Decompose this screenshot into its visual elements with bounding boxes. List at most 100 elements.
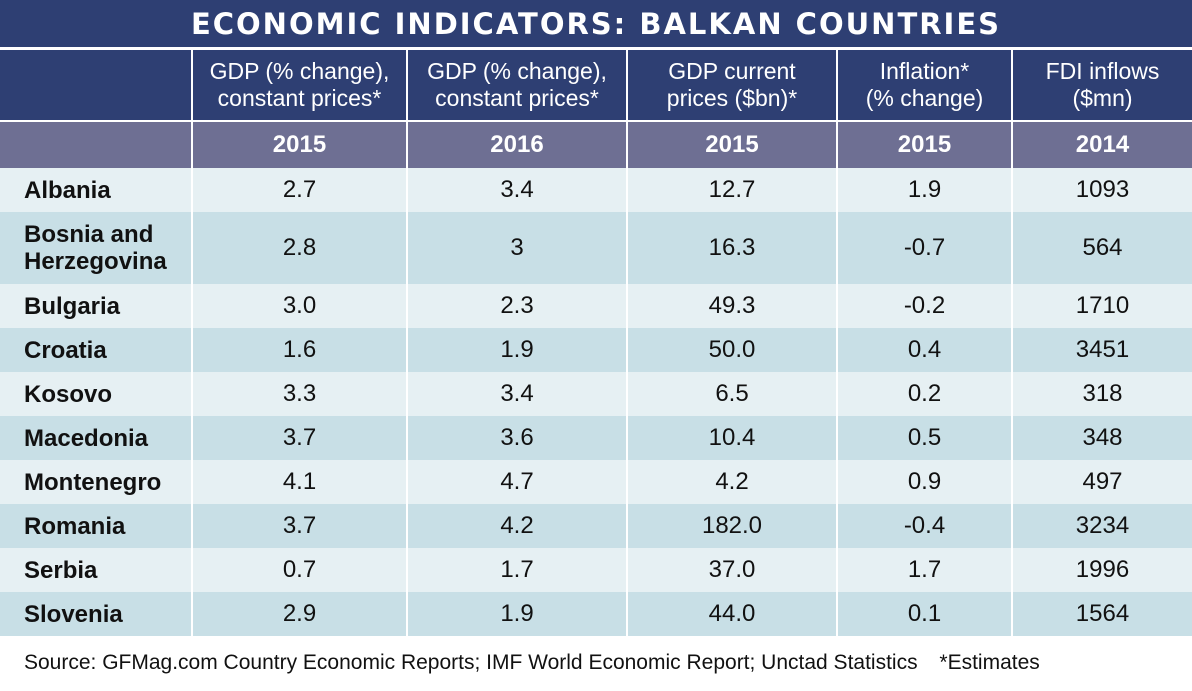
column-header-row: GDP (% change), constant prices* GDP (% … bbox=[0, 50, 1192, 121]
value-cell-fdi-inflows-2014: 1093 bbox=[1011, 168, 1192, 212]
value-cell-inflation-2015: -0.4 bbox=[836, 504, 1012, 548]
value-cell-fdi-inflows-2014: 348 bbox=[1011, 416, 1192, 460]
value-cell-gdp-constant-2015: 2.8 bbox=[191, 212, 407, 284]
value-cell-gdp-current-2015: 37.0 bbox=[626, 548, 837, 592]
country-cell: Albania bbox=[0, 168, 192, 212]
country-cell: Romania bbox=[0, 504, 192, 548]
value-cell-fdi-inflows-2014: 497 bbox=[1011, 460, 1192, 504]
column-header-gdp-constant-2015: GDP (% change), constant prices* bbox=[191, 50, 407, 121]
value-cell-gdp-current-2015: 49.3 bbox=[626, 284, 837, 328]
table-title: ECONOMIC INDICATORS: BALKAN COUNTRIES bbox=[0, 0, 1192, 47]
value-cell-gdp-constant-2015: 4.1 bbox=[191, 460, 407, 504]
country-name: Bosnia and bbox=[24, 221, 154, 248]
country-name: Bulgaria bbox=[24, 292, 121, 320]
value-cell-fdi-inflows-2014: 1564 bbox=[1011, 592, 1192, 636]
table-row: Montenegro 4.1 4.7 4.2 0.9 497 bbox=[0, 460, 1192, 504]
year-header: 2015 bbox=[836, 120, 1012, 168]
column-header-fdi: FDI inflows ($mn) bbox=[1011, 50, 1192, 121]
value-cell-gdp-constant-2016: 3 bbox=[406, 212, 627, 284]
table-body: Albania 2.7 3.4 12.7 1.9 1093 Bosnia and Herzeg… bbox=[0, 168, 1192, 636]
indicators-table: GDP (% change), constant prices* GDP (% … bbox=[0, 50, 1192, 636]
value-cell-inflation-2015: 0.2 bbox=[836, 372, 1012, 416]
column-header-gdp-current: GDP current prices ($bn)* bbox=[626, 50, 837, 121]
column-header-line: prices ($bn)* bbox=[666, 85, 798, 111]
value-cell-gdp-current-2015: 50.0 bbox=[626, 328, 837, 372]
year-header-country bbox=[0, 120, 192, 168]
year-header: 2015 bbox=[626, 120, 837, 168]
value-cell-gdp-constant-2015: 2.9 bbox=[191, 592, 407, 636]
column-header-gdp-constant-2016: GDP (% change), constant prices* bbox=[406, 50, 627, 121]
country-name: Slovenia bbox=[24, 600, 123, 628]
value-cell-gdp-constant-2016: 2.3 bbox=[406, 284, 627, 328]
value-cell-gdp-constant-2016: 4.2 bbox=[406, 504, 627, 548]
value-cell-gdp-current-2015: 4.2 bbox=[626, 460, 837, 504]
country-cell: Serbia bbox=[0, 548, 192, 592]
country-cell: Slovenia bbox=[0, 592, 192, 636]
country-cell: Macedonia bbox=[0, 416, 192, 460]
column-header-line: FDI inflows bbox=[1045, 58, 1160, 84]
table-row: Bulgaria 3.0 2.3 49.3 -0.2 1710 bbox=[0, 284, 1192, 328]
country-name: Montenegro bbox=[24, 468, 162, 496]
year-header: 2014 bbox=[1011, 120, 1192, 168]
value-cell-fdi-inflows-2014: 1710 bbox=[1011, 284, 1192, 328]
value-cell-gdp-current-2015: 182.0 bbox=[626, 504, 837, 548]
table-row: Kosovo 3.3 3.4 6.5 0.2 318 bbox=[0, 372, 1192, 416]
table-row: Serbia 0.7 1.7 37.0 1.7 1996 bbox=[0, 548, 1192, 592]
value-cell-gdp-constant-2015: 3.0 bbox=[191, 284, 407, 328]
value-cell-inflation-2015: 0.4 bbox=[836, 328, 1012, 372]
country-name: Romania bbox=[24, 512, 126, 540]
table-row: Macedonia 3.7 3.6 10.4 0.5 348 bbox=[0, 416, 1192, 460]
year-header-row: 2015 2016 2015 2015 2014 bbox=[0, 120, 1192, 168]
estimates-note: *Estimates bbox=[939, 651, 1040, 674]
value-cell-gdp-current-2015: 16.3 bbox=[626, 212, 837, 284]
value-cell-gdp-current-2015: 44.0 bbox=[626, 592, 837, 636]
country-name: Croatia bbox=[24, 336, 107, 364]
value-cell-gdp-constant-2016: 1.9 bbox=[406, 328, 627, 372]
column-header-line: constant prices* bbox=[435, 85, 599, 111]
value-cell-inflation-2015: 0.5 bbox=[836, 416, 1012, 460]
year-header: 2015 bbox=[191, 120, 407, 168]
column-header-country bbox=[0, 50, 192, 121]
country-cell: Croatia bbox=[0, 328, 192, 372]
value-cell-gdp-constant-2015: 0.7 bbox=[191, 548, 407, 592]
value-cell-inflation-2015: 1.9 bbox=[836, 168, 1012, 212]
table-row: Bosnia and Herzegovina 2.8 3 16.3 -0.7 564 bbox=[0, 212, 1192, 284]
value-cell-inflation-2015: -0.2 bbox=[836, 284, 1012, 328]
column-header-line: Inflation* bbox=[879, 58, 970, 84]
value-cell-gdp-constant-2015: 1.6 bbox=[191, 328, 407, 372]
source-text: Source: GFMag.com Country Economic Repor… bbox=[24, 651, 918, 674]
value-cell-gdp-constant-2016: 3.4 bbox=[406, 372, 627, 416]
value-cell-fdi-inflows-2014: 318 bbox=[1011, 372, 1192, 416]
value-cell-inflation-2015: 0.1 bbox=[836, 592, 1012, 636]
table-row: Slovenia 2.9 1.9 44.0 0.1 1564 bbox=[0, 592, 1192, 636]
country-name: Serbia bbox=[24, 556, 98, 584]
value-cell-inflation-2015: 0.9 bbox=[836, 460, 1012, 504]
value-cell-gdp-constant-2015: 3.7 bbox=[191, 416, 407, 460]
value-cell-gdp-constant-2016: 3.4 bbox=[406, 168, 627, 212]
value-cell-gdp-constant-2016: 3.6 bbox=[406, 416, 627, 460]
value-cell-fdi-inflows-2014: 3234 bbox=[1011, 504, 1192, 548]
value-cell-fdi-inflows-2014: 564 bbox=[1011, 212, 1192, 284]
column-header-line: GDP (% change), bbox=[427, 58, 607, 84]
country-name: Kosovo bbox=[24, 380, 113, 408]
value-cell-gdp-current-2015: 10.4 bbox=[626, 416, 837, 460]
column-header-line: GDP current bbox=[668, 58, 796, 84]
value-cell-gdp-constant-2015: 2.7 bbox=[191, 168, 407, 212]
value-cell-fdi-inflows-2014: 3451 bbox=[1011, 328, 1192, 372]
country-name: Macedonia bbox=[24, 424, 149, 452]
value-cell-inflation-2015: 1.7 bbox=[836, 548, 1012, 592]
country-cell: Montenegro bbox=[0, 460, 192, 504]
country-cell: Kosovo bbox=[0, 372, 192, 416]
value-cell-gdp-constant-2016: 1.9 bbox=[406, 592, 627, 636]
column-header-line: constant prices* bbox=[217, 85, 382, 111]
value-cell-gdp-constant-2016: 1.7 bbox=[406, 548, 627, 592]
column-header-line: (% change) bbox=[865, 85, 984, 111]
year-header: 2016 bbox=[406, 120, 627, 168]
country-name: Albania bbox=[24, 176, 111, 204]
value-cell-gdp-current-2015: 6.5 bbox=[626, 372, 837, 416]
table-row: Croatia 1.6 1.9 50.0 0.4 3451 bbox=[0, 328, 1192, 372]
table-row: Romania 3.7 4.2 182.0 -0.4 3234 bbox=[0, 504, 1192, 548]
column-header-line: GDP (% change), bbox=[209, 58, 390, 84]
value-cell-gdp-constant-2015: 3.7 bbox=[191, 504, 407, 548]
